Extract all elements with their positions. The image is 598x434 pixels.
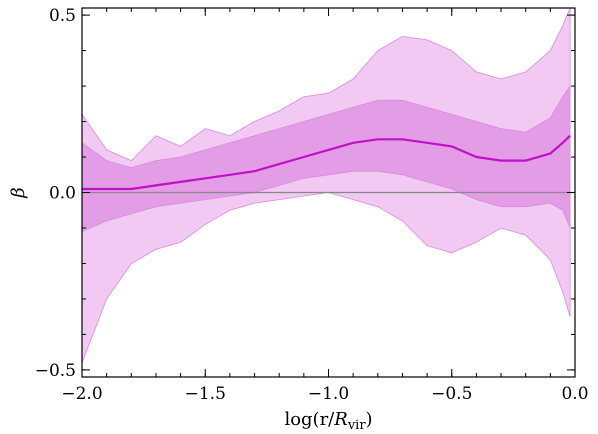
x-tick-label: −1.0	[308, 384, 349, 404]
x-axis-label: log(r/Rvir)	[284, 409, 372, 433]
y-tick-label: 0.0	[49, 184, 76, 204]
plot-area	[82, 8, 575, 363]
outer-band	[82, 8, 571, 363]
x-tick-label: −2.0	[61, 384, 102, 404]
x-tick-label: 0.0	[561, 384, 588, 404]
median-line	[82, 134, 571, 191]
y-tick-label: −0.5	[35, 361, 76, 381]
tick-labels: −2.0 −1.5 −1.0 −0.5 0.0 −0.5 0.0 0.5	[35, 6, 589, 404]
inner-band	[82, 84, 571, 232]
x-tick-label: −1.5	[185, 384, 226, 404]
x-tick-label: −0.5	[431, 384, 472, 404]
y-axis-label: β	[8, 187, 29, 198]
plot-frame	[81, 7, 576, 378]
axis-labels: log(r/Rvir) β	[8, 187, 373, 433]
y-tick-label: 0.5	[49, 6, 76, 26]
